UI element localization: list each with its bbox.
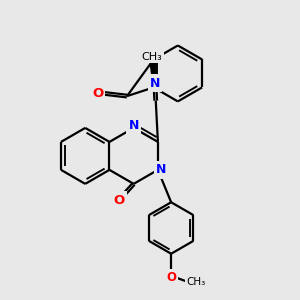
Text: N: N bbox=[128, 119, 139, 132]
Text: CH₃: CH₃ bbox=[187, 277, 206, 287]
Text: O: O bbox=[92, 87, 103, 100]
Text: O: O bbox=[166, 271, 176, 284]
Text: N: N bbox=[156, 164, 167, 176]
Text: CH₃: CH₃ bbox=[142, 52, 163, 62]
Text: N: N bbox=[150, 76, 160, 89]
Text: O: O bbox=[113, 194, 124, 207]
